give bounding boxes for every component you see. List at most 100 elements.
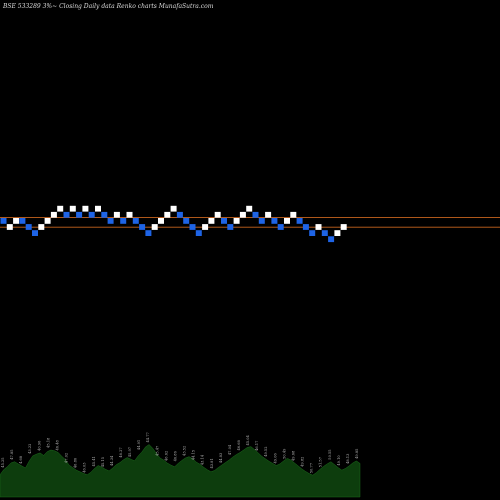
volume-label: 50.55 [328, 449, 332, 460]
renko-brick [95, 205, 101, 212]
volume-label: 45.47 [155, 445, 159, 456]
volume-label: 50.49 [282, 448, 286, 459]
renko-brick [132, 218, 139, 224]
volume-label: 43.22 [28, 444, 32, 454]
renko-brick [284, 218, 290, 224]
renko-brick [334, 230, 341, 236]
renko-brick [76, 211, 83, 218]
renko-brick [233, 218, 240, 224]
renko-brick [296, 218, 303, 224]
volume-label: 46.48 [55, 439, 59, 450]
volume-label: 44.15 [192, 449, 196, 460]
volume-label: 44.34 [110, 455, 114, 466]
renko-brick [19, 218, 26, 224]
volume-label: 49.10 [337, 455, 341, 466]
renko-brick [252, 211, 259, 218]
renko-brick [44, 218, 51, 224]
volume-label: 45.18 [46, 437, 50, 448]
renko-brick [176, 211, 183, 218]
renko-brick [50, 211, 57, 218]
renko-brick [6, 224, 13, 230]
renko-brick [164, 211, 171, 218]
renko-brick [107, 218, 114, 224]
volume-label: 44.91 [137, 440, 141, 450]
renko-brick [32, 230, 38, 236]
renko-brick [13, 218, 20, 224]
renko-brick [158, 218, 164, 224]
volume-label: 46.17 [255, 440, 259, 451]
volume-labels: 45.25 47.85 4.68 43.22 40.96 45.18 46.48 47.02 4… [1, 431, 359, 473]
renko-brick [170, 205, 177, 212]
volume-label: 51.57 [319, 456, 323, 467]
renko-brick [145, 230, 152, 236]
volume-label: 46.62 [164, 451, 168, 461]
renko-brick [202, 224, 209, 230]
volume-area-path [0, 444, 361, 498]
volume-label: 49.68 [291, 450, 295, 461]
renko-brick [0, 218, 7, 224]
renko-brick [63, 211, 70, 218]
renko-brick [258, 218, 265, 224]
renko-brick [57, 205, 64, 212]
volume-area [0, 444, 361, 498]
volume-label: 49.52 [264, 446, 268, 456]
renko-bricks [0, 205, 347, 243]
renko-brick [290, 211, 297, 218]
renko-brick [277, 224, 284, 230]
volume-label: 40.96 [37, 440, 41, 451]
renko-brick [309, 230, 316, 236]
volume-label: 46.03 [83, 462, 87, 473]
renko-brick [214, 211, 221, 218]
volume-label: 49.82 [301, 457, 305, 467]
chart-title: BSE 533289 3%~ Closing Daily data Renko … [2, 3, 214, 10]
volume-label: 46.68 [237, 439, 241, 450]
renko-brick [69, 205, 76, 212]
volume-label: 43.81 [210, 458, 214, 468]
renko-brick [340, 224, 347, 230]
volume-label: 47.85 [10, 449, 14, 460]
volume-label: 45.04 [246, 434, 250, 445]
renko-brick [38, 224, 45, 230]
volume-label: 49.85 [355, 448, 359, 459]
volume-label: 47.02 [65, 453, 69, 463]
renko-brick [208, 218, 215, 224]
renko-brick [101, 211, 108, 218]
renko-brick [25, 224, 32, 230]
volume-label: 46.86 [74, 457, 78, 468]
reference-lines [0, 216, 500, 228]
renko-brick [120, 218, 127, 224]
renko-brick [183, 218, 190, 224]
volume-label: 49.06 [273, 452, 277, 463]
renko-brick [195, 230, 202, 236]
volume-label: 44.83 [219, 452, 223, 463]
volume-label: 46.27 [119, 447, 123, 458]
volume-label: 50.77 [310, 462, 314, 473]
volume-label: 45.15 [101, 456, 105, 467]
volume-label: 43.14 [201, 454, 205, 465]
volume-label: 4.68 [19, 455, 23, 464]
renko-brick [265, 211, 272, 218]
volume-label: 44.77 [146, 431, 150, 442]
volume-label: 48.13 [346, 453, 350, 464]
volume-label: 43.52 [183, 446, 187, 456]
renko-brick [302, 224, 309, 230]
renko-brick [315, 224, 322, 230]
renko-brick [328, 236, 335, 243]
renko-brick [139, 224, 146, 230]
renko-brick [271, 218, 278, 224]
renko-brick [321, 230, 328, 236]
volume-label: 46.86 [173, 450, 177, 461]
renko-brick [113, 211, 120, 218]
renko-brick [246, 205, 253, 212]
renko-brick [239, 211, 246, 218]
renko-brick [151, 224, 158, 230]
volume-label: 47.04 [228, 444, 232, 455]
renko-brick [126, 211, 133, 218]
volume-label: 45.25 [1, 457, 5, 468]
renko-brick [227, 224, 234, 230]
volume-label: 45.41 [92, 456, 96, 466]
renko-brick [82, 205, 89, 212]
volume-label: 45.97 [128, 446, 132, 457]
renko-brick [221, 218, 227, 224]
